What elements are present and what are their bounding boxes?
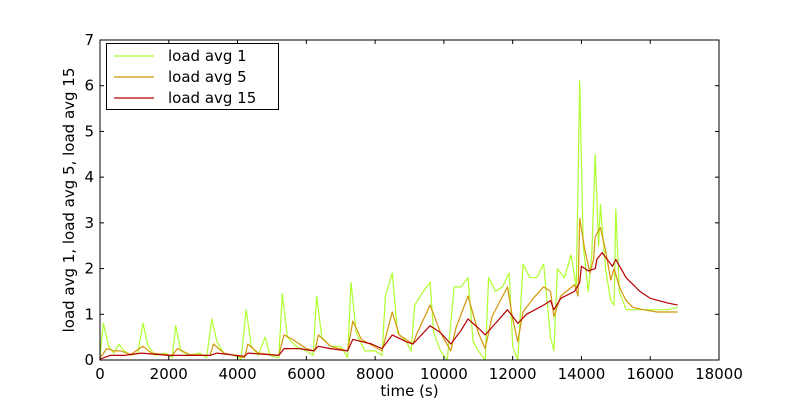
legend-label: load avg 5 bbox=[168, 68, 247, 86]
y-tick-label: 5 bbox=[84, 122, 94, 140]
y-tick-label: 1 bbox=[84, 305, 94, 323]
series-line-load-avg-5 bbox=[99, 217, 678, 359]
series-line-load-avg-1 bbox=[99, 80, 678, 361]
x-tick-label: 8000 bbox=[356, 365, 394, 383]
x-tick-label: 16000 bbox=[626, 365, 674, 383]
y-tick-label: 0 bbox=[84, 351, 94, 369]
x-tick-label: 12000 bbox=[489, 365, 537, 383]
x-tick-label: 18000 bbox=[695, 365, 743, 383]
legend-label: load avg 15 bbox=[168, 89, 256, 107]
legend-label: load avg 1 bbox=[168, 47, 247, 65]
x-tick-label: 10000 bbox=[420, 365, 468, 383]
y-tick-label: 4 bbox=[84, 168, 94, 186]
x-tick-label: 0 bbox=[95, 365, 105, 383]
x-tick-label: 14000 bbox=[558, 365, 606, 383]
y-tick-label: 3 bbox=[84, 214, 94, 232]
y-tick-label: 6 bbox=[84, 77, 94, 95]
series-line-load-avg-15 bbox=[99, 252, 678, 360]
x-tick-label: 2000 bbox=[150, 365, 188, 383]
legend: load avg 1 load avg 5 load avg 15 bbox=[106, 43, 279, 110]
y-axis-label: load avg 1, load avg 5, load avg 15 bbox=[60, 68, 78, 333]
plot-frame bbox=[99, 39, 720, 361]
ticks-layer: 0 2000 4000 6000 8000 10000 12000 14000 16000 180… bbox=[84, 31, 742, 383]
series-layer bbox=[99, 80, 678, 361]
y-tick-label: 2 bbox=[84, 260, 94, 278]
x-tick-label: 6000 bbox=[287, 365, 325, 383]
y-tick-label: 7 bbox=[84, 31, 94, 49]
x-tick-label: 4000 bbox=[218, 365, 256, 383]
x-axis-label: time (s) bbox=[380, 382, 438, 400]
